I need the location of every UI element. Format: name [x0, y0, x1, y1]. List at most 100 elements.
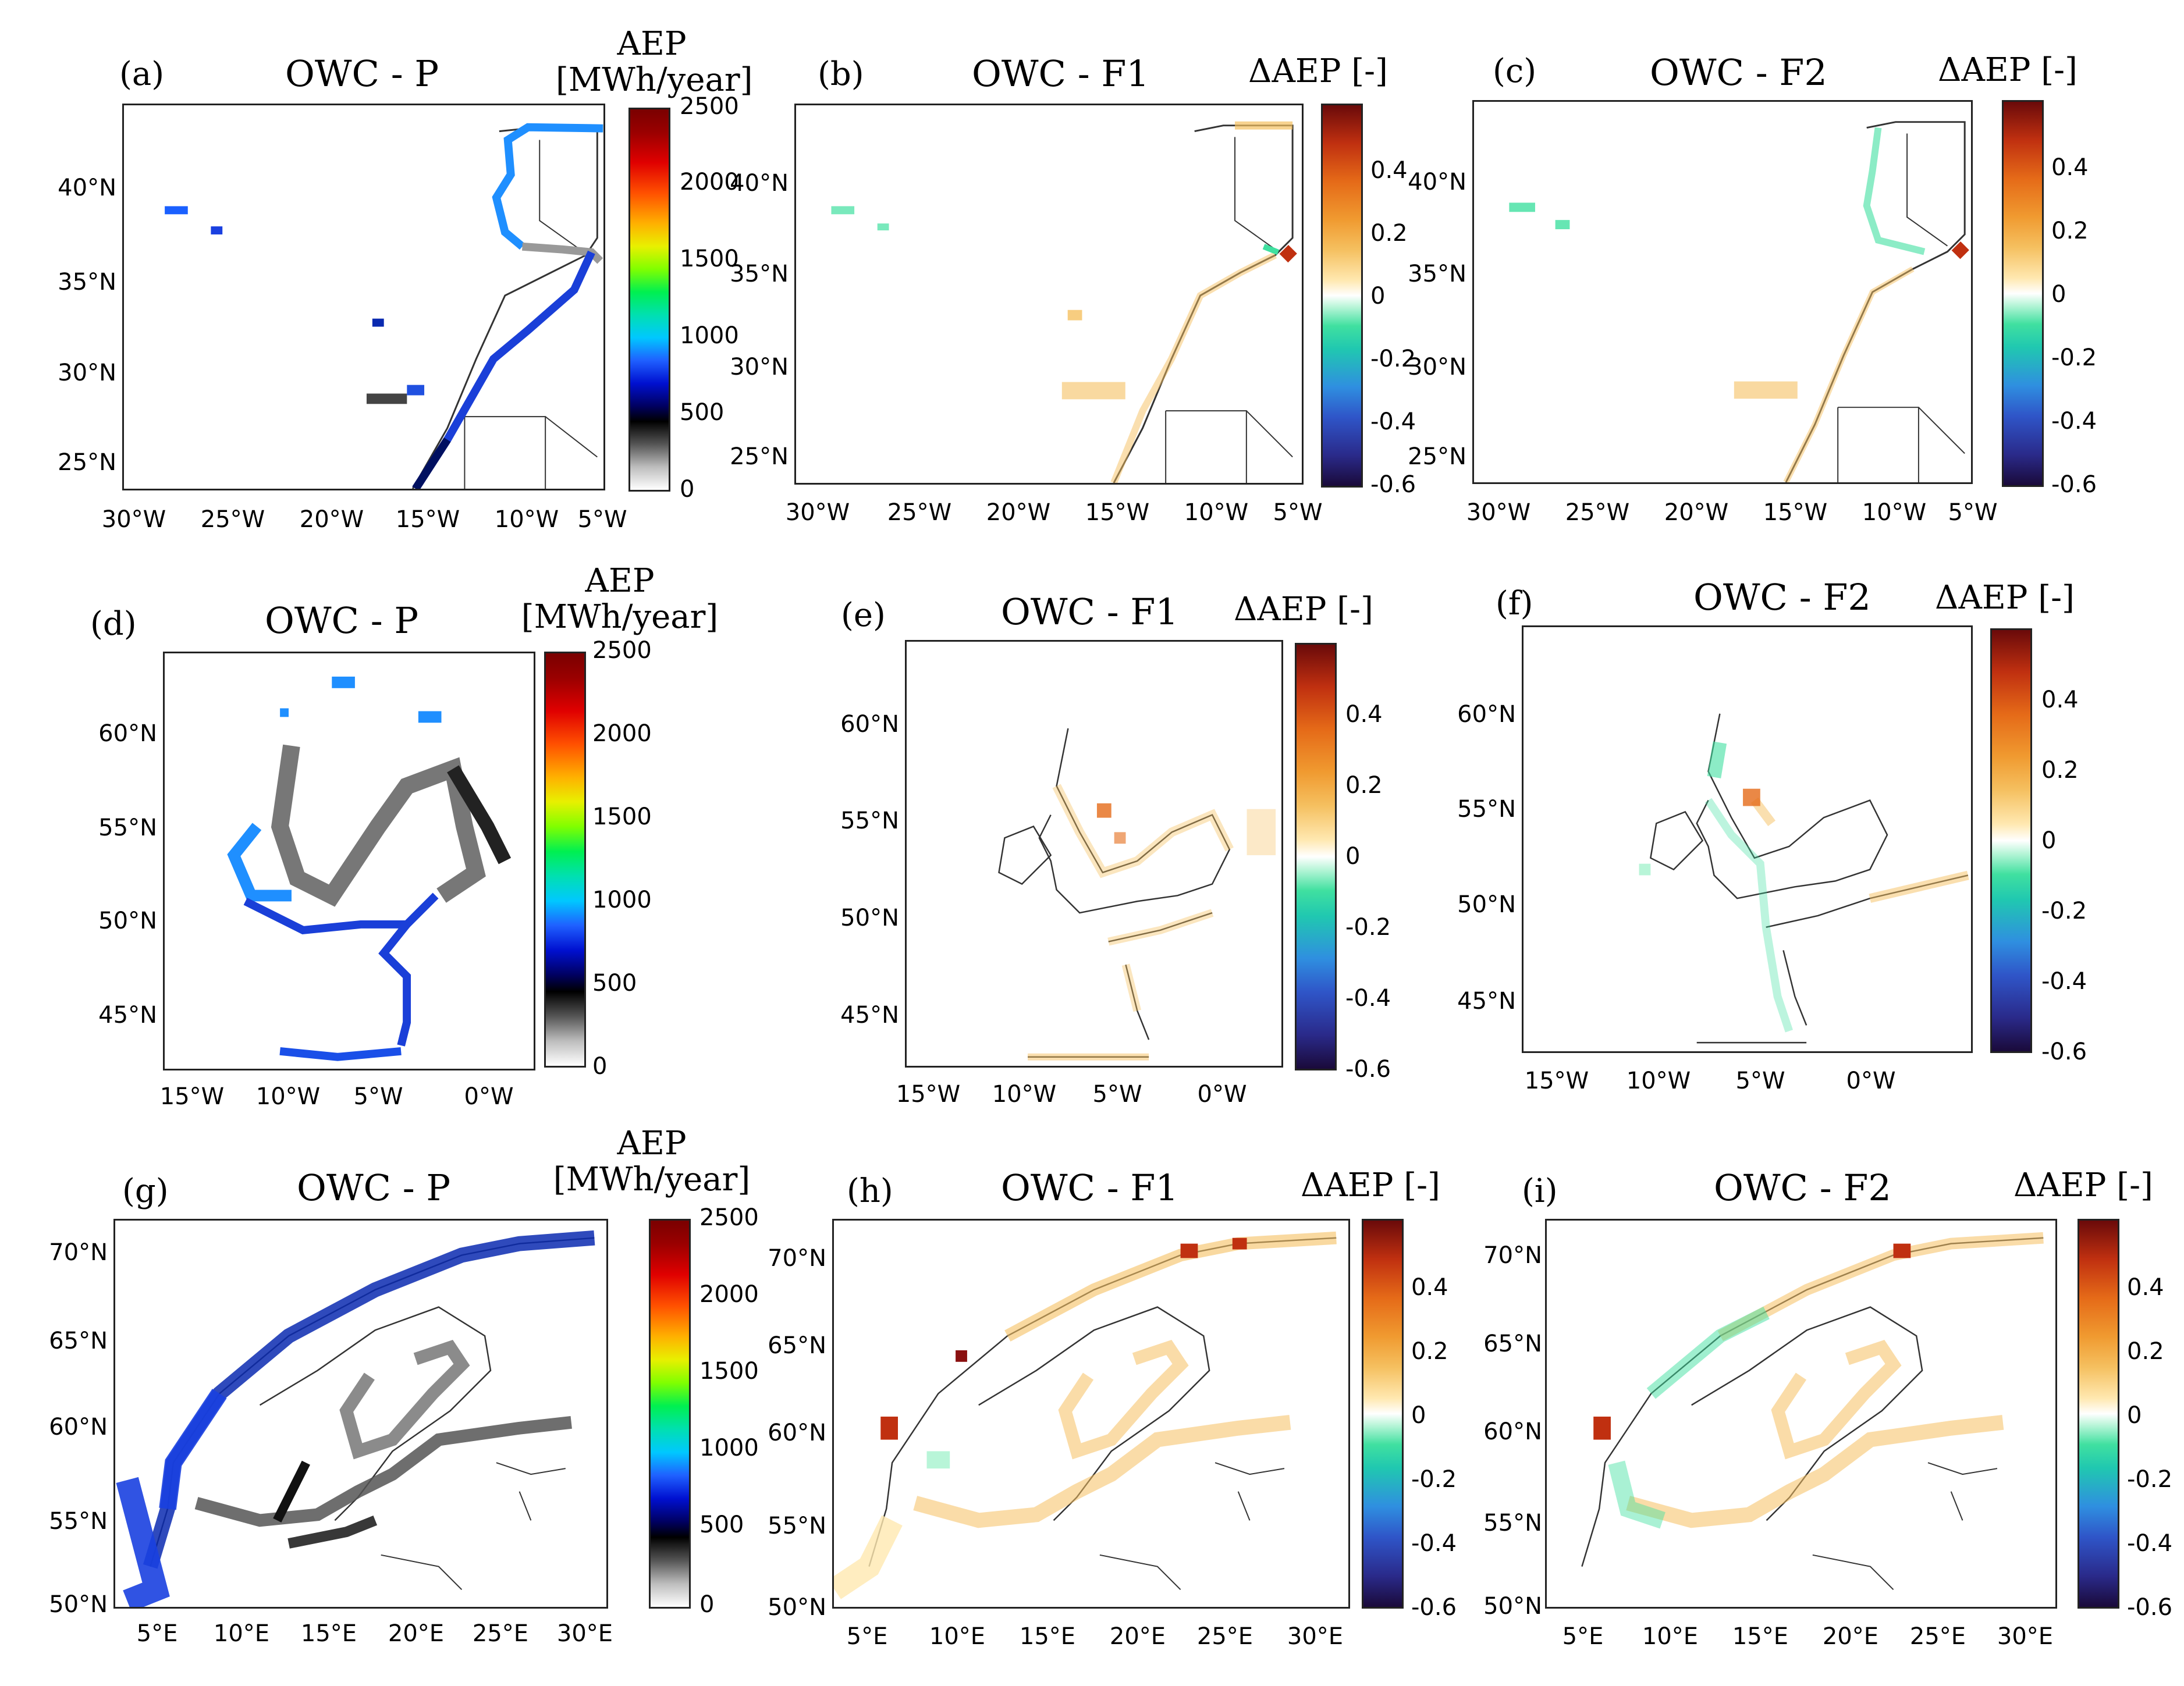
colorbar-tick: 2000 — [592, 720, 652, 747]
delta-band — [1110, 252, 1277, 483]
panel-letter: (g) — [122, 1172, 169, 1210]
lon-tick: 15°W — [896, 1081, 961, 1108]
border — [1812, 1462, 1998, 1590]
border — [1837, 407, 1965, 482]
lon-tick: 25°E — [1909, 1623, 1966, 1650]
map-drawing — [1639, 713, 1969, 1044]
colorbar-tick: 2500 — [699, 1204, 759, 1231]
panel-letter: (c) — [1493, 52, 1537, 90]
colorbar — [1295, 643, 1337, 1070]
border — [539, 140, 581, 250]
lat-tick: 60°N — [768, 1420, 826, 1446]
colorbar-tick: 2500 — [680, 93, 739, 120]
aep-band — [378, 922, 411, 1047]
map-drawing — [1581, 1232, 2044, 1590]
colorbar-tick: -0.2 — [2127, 1466, 2173, 1493]
aep-band — [227, 823, 292, 902]
island-cell — [1067, 310, 1082, 321]
colorbar-tick: 0.4 — [1411, 1274, 1448, 1301]
coastline — [1649, 810, 1704, 871]
lat-tick: 55°N — [49, 1508, 108, 1535]
colorbar-tick: 0.2 — [1411, 1338, 1448, 1365]
lat-tick: 55°N — [98, 814, 157, 841]
colorbar-title: AEP [MWh/year] — [556, 25, 753, 99]
lon-tick: 20°E — [1109, 1623, 1166, 1650]
lon-tick: 0°W — [1846, 1068, 1896, 1094]
map-frame — [1472, 100, 1973, 484]
lat-tick: 60°N — [840, 711, 899, 738]
delta-band — [880, 1416, 898, 1440]
colorbar-title: ΔAEP [-] — [1301, 1166, 1440, 1204]
colorbar — [2002, 100, 2044, 487]
panel-title: OWC - F2 — [1650, 51, 1827, 94]
island-cell — [1509, 202, 1535, 212]
lon-tick: 20°W — [986, 499, 1051, 526]
delta-band — [1593, 1416, 1611, 1440]
colorbar-title: ΔAEP [-] — [1938, 51, 2078, 89]
aep-band — [287, 1516, 378, 1549]
island-cell — [1734, 381, 1798, 399]
aep-band — [273, 1460, 310, 1523]
delta-band — [1771, 1340, 1902, 1460]
colorbar-tick: 0 — [2127, 1402, 2142, 1429]
panel-title: OWC - F1 — [1001, 1166, 1178, 1209]
border — [1234, 137, 1276, 250]
lon-tick: 5°W — [577, 506, 627, 533]
lon-tick: 10°E — [1642, 1623, 1699, 1650]
colorbar-tick: 0.4 — [2041, 687, 2079, 713]
coastline — [1038, 728, 1231, 914]
lat-tick: 70°N — [1483, 1242, 1542, 1269]
colorbar-tick: -0.2 — [2041, 898, 2087, 924]
colorbar-tick: 0 — [592, 1053, 608, 1080]
map-frame — [905, 640, 1283, 1068]
colorbar — [649, 1219, 691, 1609]
colorbar-tick: 0.2 — [2127, 1338, 2164, 1365]
delta-band — [926, 1451, 950, 1469]
lon-tick: 15°E — [300, 1620, 357, 1647]
map-drawing — [998, 728, 1276, 1061]
lat-tick: 40°N — [730, 170, 789, 197]
lon-tick: 10°W — [1862, 499, 1927, 526]
aep-band — [271, 744, 486, 907]
lon-tick: 20°W — [1664, 499, 1729, 526]
colorbar-tick: 0 — [1370, 283, 1386, 310]
colorbar-tick: -0.2 — [1370, 346, 1416, 372]
lon-tick: 5°E — [846, 1623, 888, 1650]
lat-tick: 40°N — [1408, 169, 1466, 195]
delta-band — [1232, 1237, 1247, 1250]
colorbar-tick: -0.4 — [2127, 1530, 2173, 1557]
lon-tick: 5°E — [136, 1620, 178, 1647]
lon-tick: 25°W — [1565, 499, 1630, 526]
colorbar-tick: 0.4 — [1345, 701, 1383, 728]
colorbar-tick: -0.2 — [1411, 1466, 1457, 1493]
island-cell — [831, 206, 855, 215]
panel-title: OWC - P — [285, 52, 439, 95]
coastline — [259, 1306, 492, 1521]
map-drawing — [165, 123, 603, 489]
delta-band — [913, 1415, 1291, 1528]
map-drawing — [834, 1231, 1337, 1599]
colorbar-tick: 0.2 — [1345, 772, 1383, 799]
coastline — [1028, 912, 1213, 1058]
lat-tick: 65°N — [1483, 1331, 1542, 1357]
lat-tick: 65°N — [768, 1332, 826, 1359]
colorbar-tick: 0 — [2051, 281, 2066, 308]
colorbar-tick: 0 — [1345, 843, 1361, 870]
colorbar-tick: -0.4 — [1411, 1530, 1457, 1557]
map-drawing — [831, 121, 1297, 483]
lat-tick: 40°N — [58, 175, 116, 201]
aep-band — [194, 1416, 572, 1527]
lon-tick: 0°W — [464, 1083, 514, 1110]
colorbar-tick: -0.4 — [1345, 985, 1391, 1012]
delta-band — [1750, 797, 1969, 903]
colorbar — [1990, 628, 2032, 1053]
delta-band — [1717, 1232, 2044, 1341]
lat-tick: 35°N — [1408, 261, 1466, 287]
colorbar-tick: 2000 — [680, 169, 739, 195]
lon-tick: 10°E — [213, 1620, 270, 1647]
lon-tick: 15°E — [1732, 1623, 1789, 1650]
lon-tick: 20°E — [388, 1620, 445, 1647]
island-cell — [366, 393, 407, 404]
map-frame — [113, 1219, 608, 1609]
lat-tick: 55°N — [768, 1513, 826, 1539]
